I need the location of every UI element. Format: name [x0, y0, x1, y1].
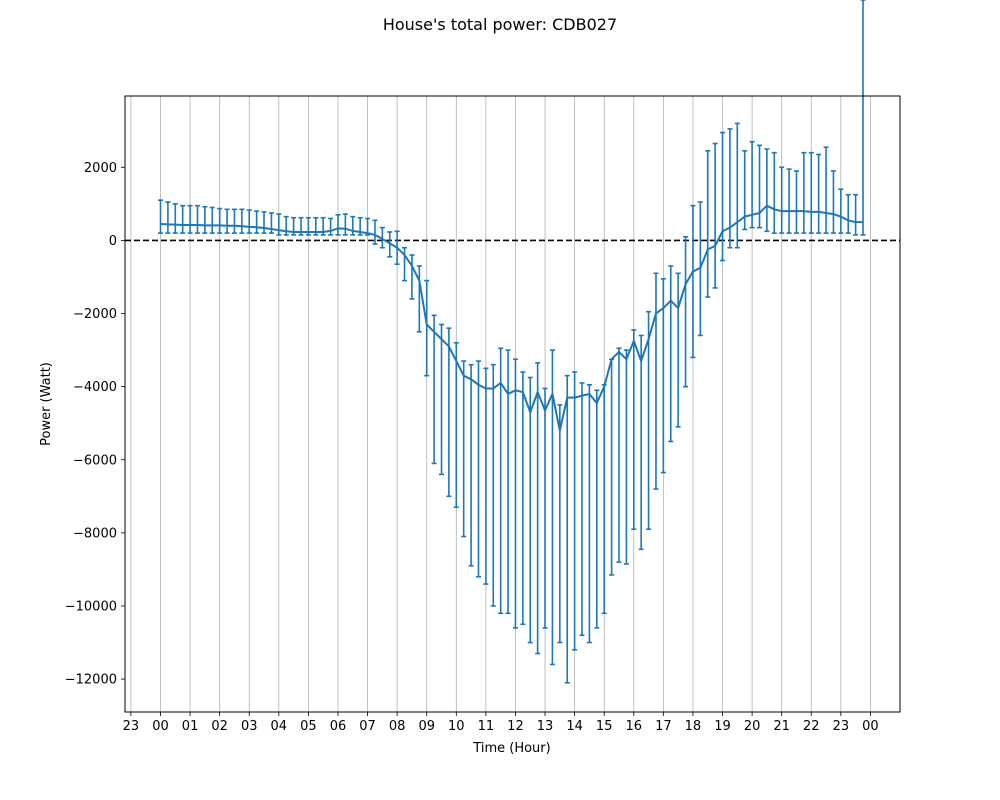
x-tick-label: 17 [655, 719, 672, 734]
x-tick-label: 21 [773, 719, 790, 734]
x-tick-label: 19 [714, 719, 731, 734]
y-tick-label: −2000 [73, 307, 117, 322]
x-tick-label: 09 [418, 719, 435, 734]
x-tick-label: 06 [330, 719, 347, 734]
plot-area [124, 95, 901, 713]
y-axis-title: Power (Watt) [39, 362, 54, 446]
x-tick-label: 08 [389, 719, 406, 734]
chart-title: House's total power: CDB027 [383, 15, 617, 34]
x-tick-label: 15 [596, 719, 613, 734]
x-tick-label: 20 [744, 719, 761, 734]
x-tick-label: 05 [300, 719, 317, 734]
x-tick-label: 18 [685, 719, 702, 734]
x-tick-label: 22 [803, 719, 820, 734]
y-tick-label: −12000 [65, 673, 117, 688]
y-tick-label: −4000 [73, 380, 117, 395]
y-tick-label: −10000 [65, 599, 117, 614]
y-tick-label: 2000 [84, 161, 117, 176]
x-tick-label: 10 [448, 719, 465, 734]
series-line [160, 204, 864, 432]
mean-line [160, 204, 864, 432]
x-tick-label: 07 [359, 719, 376, 734]
x-tick-label: 12 [507, 719, 524, 734]
y-tick-label: −8000 [73, 526, 117, 541]
y-tick-label: 0 [109, 234, 117, 249]
x-tick-label: 23 [123, 719, 140, 734]
x-tick-label: 00 [862, 719, 879, 734]
x-tick-label: 13 [537, 719, 554, 734]
x-axis: 23 00 01 02 03 04 05 06 07 08 09 10 11 12 13 14 15 16 17 18… [123, 712, 879, 734]
x-tick-label: 14 [566, 719, 583, 734]
x-tick-label: 03 [241, 719, 258, 734]
x-tick-label: 04 [271, 719, 288, 734]
x-tick-label: 01 [182, 719, 199, 734]
x-tick-label: 16 [626, 719, 643, 734]
y-axis: 2000 0 −2000 −4000 −6000 −8000 −10000 −12000 [65, 161, 125, 688]
x-tick-label: 23 [833, 719, 850, 734]
x-tick-label: 02 [211, 719, 228, 734]
x-axis-title: Time (Hour) [472, 741, 550, 756]
x-tick-label: 11 [478, 719, 495, 734]
y-tick-label: −6000 [73, 453, 117, 468]
x-tick-label: 00 [152, 719, 169, 734]
